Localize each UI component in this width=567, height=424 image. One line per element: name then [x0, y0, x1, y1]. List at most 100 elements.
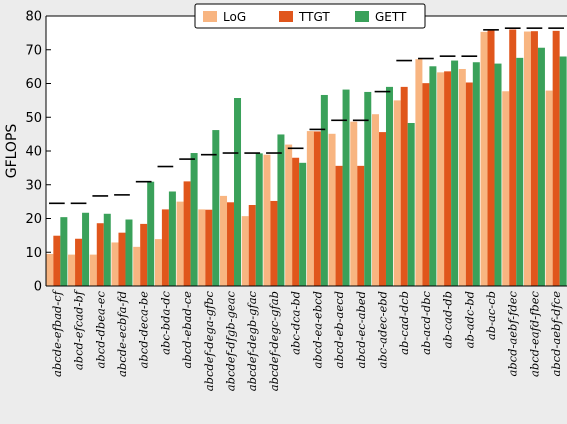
x-category-label: abc-adec-ebd: [376, 291, 390, 368]
bar-ttgt: [552, 30, 560, 286]
bar-gett: [451, 60, 459, 286]
bar-gett: [277, 134, 285, 286]
y-tick-label: 0: [34, 280, 42, 295]
bar-log: [176, 201, 184, 287]
bar-gett: [60, 217, 68, 286]
bar-ttgt: [509, 29, 517, 286]
bar-gett: [559, 56, 567, 286]
bar-gett: [234, 98, 242, 286]
bar-ttgt: [96, 223, 104, 286]
x-category-label: abcd-eb-aecd: [332, 291, 346, 368]
x-category-label: abcd-deca-be: [137, 291, 151, 369]
bar-log: [46, 253, 54, 286]
bar-log: [154, 239, 162, 286]
y-tick-label: 20: [25, 212, 42, 227]
bar-log: [523, 31, 531, 286]
bar-gett: [494, 63, 502, 287]
x-category-label: abcd-aebf-fdec: [506, 290, 520, 376]
y-tick-label: 40: [25, 145, 42, 160]
bar-gett: [385, 86, 393, 287]
x-category-label: abc-bda-dc: [158, 290, 172, 354]
peak-marker-group: [49, 27, 564, 205]
bar-log: [328, 133, 336, 286]
x-category-label: abcde-efbad-cf: [50, 289, 64, 377]
y-tick-label: 60: [25, 77, 42, 92]
x-category-label: ab-acd-dbc: [419, 290, 433, 354]
bar-gett: [429, 66, 437, 286]
bar-log: [545, 90, 553, 286]
bar-log: [285, 144, 293, 286]
bar-ttgt: [248, 205, 256, 286]
x-category-label: abcdef-dfgb-geac: [224, 290, 238, 391]
bar-gett: [168, 191, 176, 286]
x-tick-labels: abcde-efbad-cf abcd-efcad-bf abcd-dbea-ec a…: [50, 289, 563, 391]
bar-log: [480, 31, 488, 286]
bar-ttgt: [161, 209, 169, 286]
bar-log: [220, 195, 228, 286]
bar-log: [198, 209, 206, 286]
bar-gett: [342, 89, 350, 286]
bar-log: [415, 59, 423, 287]
bar-gett: [299, 162, 307, 286]
bar-ttgt: [270, 200, 278, 286]
x-category-label: ab-cad-dcb: [397, 291, 411, 355]
bar-gett: [190, 153, 198, 286]
bar-log: [133, 246, 141, 286]
bar-ttgt: [335, 165, 343, 286]
x-category-label: ab-cad-db: [441, 291, 455, 348]
bar-gett: [364, 91, 372, 286]
y-tick-label: 30: [25, 178, 42, 193]
legend-swatch-gett: [355, 11, 369, 22]
bar-ttgt: [313, 131, 321, 286]
x-category-label: abcd-eafd-fbec: [527, 290, 541, 376]
x-category-label: abcdef-dega-gfbc: [202, 290, 216, 391]
bar-ttgt: [53, 235, 61, 286]
bar-log: [393, 100, 401, 287]
y-axis-label: GFLOPS: [4, 124, 20, 179]
x-category-label: abcd-ebad-ce: [180, 291, 194, 369]
legend-swatch-ttgt: [279, 11, 293, 22]
bar-ttgt: [205, 209, 213, 286]
bar-gett: [255, 153, 263, 286]
bar-gett: [472, 62, 480, 286]
legend-label-log: LoG: [223, 10, 246, 24]
bar-log: [437, 72, 445, 286]
bar-ttgt: [357, 165, 365, 286]
bar-ttgt: [292, 157, 300, 286]
bar-ttgt: [400, 86, 408, 287]
bar-log: [371, 114, 379, 287]
bar-log: [111, 242, 119, 286]
bar-log: [263, 154, 271, 286]
bar-ttgt: [444, 71, 452, 286]
bar-log: [458, 68, 466, 287]
bar-series-group: [46, 29, 567, 287]
bar-log: [89, 254, 97, 286]
bar-gett: [82, 212, 90, 286]
bar-log: [350, 121, 358, 286]
bar-gett: [537, 47, 545, 287]
y-tick-label: 10: [25, 246, 42, 261]
x-category-label: abcdef-degb-gfac: [245, 290, 259, 391]
bar-ttgt: [227, 202, 235, 286]
bar-gett: [103, 213, 111, 286]
legend-label-gett: GETT: [375, 10, 407, 24]
bar-gett: [212, 130, 220, 286]
bar-ttgt: [530, 31, 538, 286]
bar-ttgt: [75, 238, 83, 286]
x-category-label: abcd-aebf-dfce: [549, 291, 563, 377]
bar-gett: [125, 219, 133, 286]
x-category-label: abcd-efcad-bf: [72, 289, 86, 370]
x-category-label: abcd-dbea-ec: [93, 290, 107, 368]
y-tick-label: 70: [25, 43, 42, 58]
x-category-label: abcdef-degc-gfab: [267, 291, 281, 391]
bar-ttgt: [183, 181, 191, 287]
x-category-label: ab-adc-bd: [462, 291, 476, 348]
bar-ttgt: [487, 29, 495, 287]
bar-log: [502, 91, 510, 286]
bar-ttgt: [465, 82, 473, 287]
bar-ttgt: [378, 132, 386, 286]
bar-gett: [147, 181, 155, 286]
x-category-label: abcde-ecbfa-fd: [115, 291, 129, 377]
